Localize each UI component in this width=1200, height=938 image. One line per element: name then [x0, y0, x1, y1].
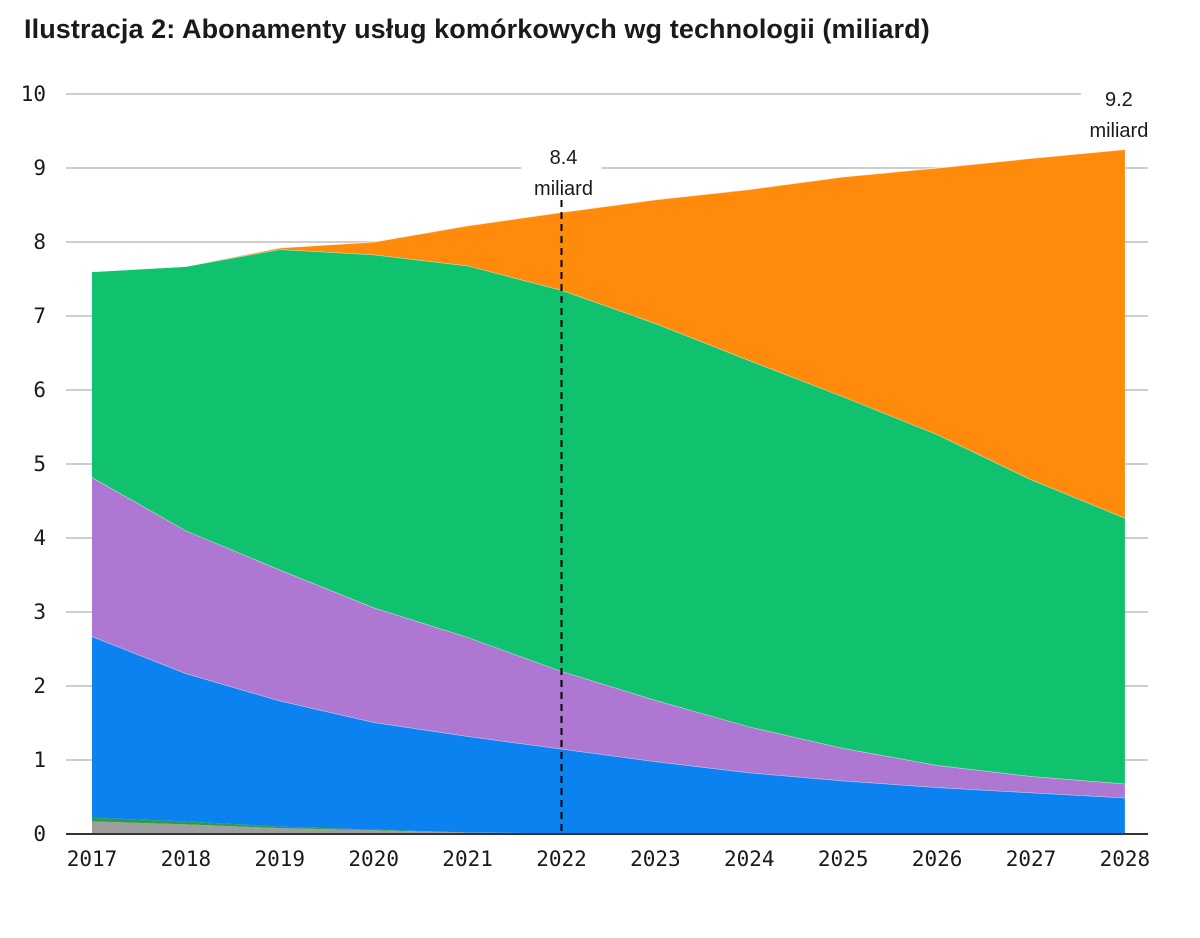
- x-tick-label-2019: 2019: [255, 847, 306, 871]
- y-tick-label-7: 7: [33, 304, 46, 328]
- x-tick-label-2026: 2026: [912, 847, 963, 871]
- annotation-layer: 8.4 miliard 9.2 miliard: [521, 84, 1163, 834]
- y-tick-label-9: 9: [33, 156, 46, 180]
- area-series-green: [92, 249, 1125, 784]
- y-tick-label-5: 5: [33, 452, 46, 476]
- y-tick-label-0: 0: [33, 822, 46, 846]
- y-tick-label-1: 1: [33, 748, 46, 772]
- annotation-unit-2022: miliard: [534, 178, 593, 200]
- x-tick-label-2024: 2024: [724, 847, 775, 871]
- x-tick-label-2018: 2018: [161, 847, 212, 871]
- x-tick-label-2028: 2028: [1100, 847, 1151, 871]
- area-series-blue: [92, 636, 1125, 834]
- area-series-gray: [92, 821, 1125, 834]
- x-tick-label-2023: 2023: [630, 847, 681, 871]
- y-tick-label-10: 10: [21, 82, 46, 106]
- x-tick-label-2022: 2022: [536, 847, 587, 871]
- area-series-orange: [92, 149, 1125, 518]
- annotation-value-2028: 9.2: [1105, 89, 1133, 111]
- x-tick-label-2020: 2020: [348, 847, 399, 871]
- y-tick-label-3: 3: [33, 600, 46, 624]
- area-edge-orange: [91, 149, 1125, 273]
- annotation-value-2022: 8.4: [550, 147, 578, 169]
- chart-title: Ilustracja 2: Abonamenty usług komórkowy…: [24, 14, 930, 44]
- y-tick-label-8: 8: [33, 230, 46, 254]
- y-tick-label-4: 4: [33, 526, 46, 550]
- annotation-bg-2022: [521, 142, 602, 198]
- x-tick-label-2025: 2025: [818, 847, 869, 871]
- x-tick-label-2021: 2021: [442, 847, 493, 871]
- x-tick-label-2017: 2017: [67, 847, 118, 871]
- axis-layer: 0 1 2 3 4 5 6 7 8 9 10 2017 2018 2019 2020 2021 2022 2023…: [21, 82, 1150, 871]
- area-series-purple: [92, 477, 1125, 798]
- y-tick-label-6: 6: [33, 378, 46, 402]
- y-tick-label-2: 2: [33, 674, 46, 698]
- x-tick-label-2027: 2027: [1006, 847, 1057, 871]
- annotation-bg-2028: [1080, 84, 1163, 142]
- annotation-unit-2028: miliard: [1089, 120, 1148, 142]
- area-layer: [91, 149, 1126, 834]
